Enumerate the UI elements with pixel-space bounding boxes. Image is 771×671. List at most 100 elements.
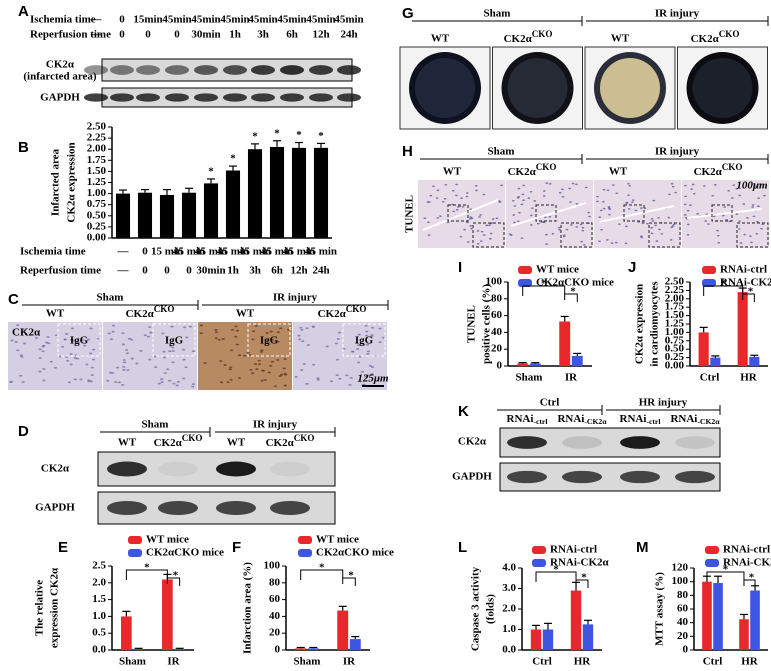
nucleus: [111, 330, 115, 333]
y-tick-label: 0: [497, 360, 503, 372]
nucleus: [255, 368, 259, 371]
nucleus: [513, 221, 516, 224]
nucleus: [129, 338, 134, 341]
nucleus: [692, 192, 696, 195]
x-tick-label: 30min: [196, 265, 225, 277]
nucleus: [364, 375, 368, 378]
x-tick-label: —: [117, 246, 130, 258]
label-base: CK2α: [504, 33, 533, 45]
heart-core: [692, 58, 753, 118]
nucleus: [466, 241, 470, 243]
legend-label: RNAi-CK2α: [720, 277, 771, 289]
bar: [559, 321, 571, 366]
nucleus: [423, 217, 427, 219]
y-tick-label: 100: [264, 560, 281, 572]
column-label: WT: [431, 33, 450, 45]
nucleus: [521, 193, 525, 196]
nucleus: [725, 218, 729, 221]
inset: [342, 323, 386, 357]
nucleus: [234, 335, 238, 338]
nucleus: [366, 353, 370, 355]
row-title: Ischemia time: [20, 246, 86, 258]
y-axis-label: CK2α expression: [634, 284, 646, 364]
nucleus: [176, 380, 181, 383]
x-tick-label: 0: [142, 246, 148, 258]
band-label: CK2α: [458, 436, 487, 448]
significance-bracket: [342, 577, 356, 586]
row-label: 45min: [220, 14, 249, 26]
significance-bracket: [706, 571, 745, 582]
blot-band: [223, 93, 247, 102]
y-tick-label: 0.25: [87, 220, 107, 232]
nucleus: [16, 324, 20, 326]
nucleus: [199, 324, 203, 327]
blot-band: [251, 93, 275, 102]
nucleus: [369, 335, 374, 338]
nucleus: [73, 378, 77, 381]
nucleus: [265, 332, 269, 334]
panel-label: D: [18, 423, 29, 440]
nucleus: [358, 380, 362, 383]
nucleus: [378, 341, 382, 344]
nucleus: [465, 192, 469, 194]
nucleus: [748, 235, 752, 237]
y-tick-label: 20: [491, 343, 503, 355]
nucleus: [89, 352, 93, 355]
nucleus: [602, 207, 606, 210]
inset: [711, 204, 733, 222]
row-label: 3h: [257, 29, 269, 41]
nucleus: [650, 227, 654, 229]
group-label: Sham: [484, 8, 511, 20]
y-tick-label: 1.25: [665, 318, 685, 330]
nucleus: [489, 232, 493, 235]
y-tick-label: 4.0: [502, 562, 516, 574]
nucleus: [730, 197, 734, 199]
y-tick-label: 20: [677, 630, 689, 642]
label-sup: CKO: [536, 162, 557, 172]
row-label: 24h: [340, 29, 357, 41]
nucleus: [257, 359, 261, 362]
bar: [247, 149, 263, 238]
row-label: 45min: [277, 14, 306, 26]
nucleus: [349, 377, 353, 379]
nucleus: [46, 336, 50, 338]
column-label: WT: [118, 437, 137, 449]
nucleus: [325, 345, 329, 348]
x-tick-label: —: [117, 265, 130, 277]
nucleus: [627, 194, 631, 196]
y-axis-label: Infarction area (%): [242, 562, 254, 654]
nucleus: [276, 331, 280, 334]
nucleus: [441, 201, 445, 203]
nucleus: [270, 360, 275, 363]
x-tick-label: IR: [167, 656, 180, 668]
bar: [530, 629, 542, 650]
label-sup: CKO: [294, 433, 315, 443]
nucleus: [480, 230, 484, 233]
nucleus: [755, 232, 759, 235]
nucleus: [366, 374, 370, 377]
bar: [698, 332, 709, 366]
nucleus: [607, 207, 611, 209]
heart-core: [415, 58, 475, 118]
nucleus: [545, 233, 548, 236]
nucleus: [79, 378, 83, 381]
nucleus: [631, 199, 635, 201]
column-label: WT: [443, 166, 462, 178]
nucleus: [219, 360, 223, 362]
nucleus: [627, 208, 631, 210]
nucleus: [14, 341, 18, 343]
column-label: CK2αCKO: [318, 304, 367, 319]
bar: [702, 581, 712, 650]
inset-label: IgG: [70, 335, 89, 347]
y-tick-label: 2.00: [87, 143, 107, 155]
nucleus: [279, 327, 283, 330]
blot-band: [110, 93, 134, 102]
nucleus: [596, 200, 599, 203]
blot-band: [337, 65, 361, 75]
nucleus: [717, 241, 721, 244]
nucleus: [251, 372, 255, 375]
blot-band: [675, 470, 715, 484]
nucleus: [625, 225, 628, 228]
blot-band: [562, 436, 602, 449]
nucleus: [569, 224, 573, 226]
